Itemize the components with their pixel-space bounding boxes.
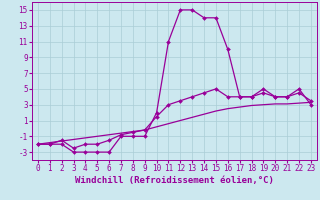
X-axis label: Windchill (Refroidissement éolien,°C): Windchill (Refroidissement éolien,°C) (75, 176, 274, 185)
